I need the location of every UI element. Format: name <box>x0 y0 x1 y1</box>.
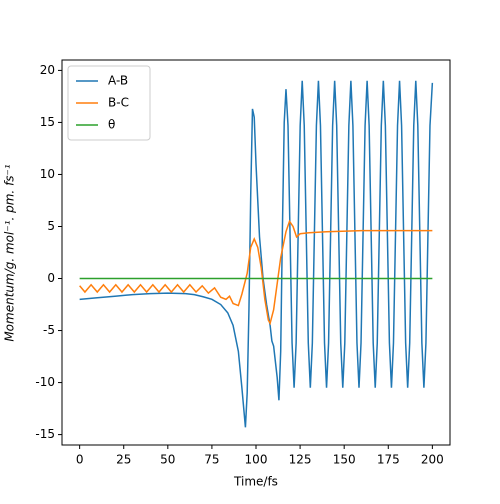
x-tick-label: 200 <box>421 453 444 467</box>
legend-box <box>67 65 151 141</box>
y-tick-label: -5 <box>43 323 55 337</box>
x-tick-label: 100 <box>245 453 268 467</box>
x-tick-label: 125 <box>289 453 312 467</box>
line-series <box>79 219 433 326</box>
plot-frame <box>61 59 451 446</box>
x-tick-label: 150 <box>333 453 356 467</box>
y-axis-label: Momentum/g. mol⁻¹. pm. fs⁻¹ <box>3 164 17 342</box>
x-tick-label: 0 <box>76 453 84 467</box>
x-axis-label: Time/fs <box>233 475 278 489</box>
y-tick-label: 20 <box>40 63 55 77</box>
legend-label: θ <box>108 118 115 132</box>
y-tick-label: 5 <box>47 219 55 233</box>
y-tick-label: -10 <box>35 375 55 389</box>
y-tick-label: -15 <box>35 427 55 441</box>
legend-label: A-B <box>108 74 128 88</box>
x-tick-label: 75 <box>204 453 219 467</box>
x-tick-label: 50 <box>160 453 175 467</box>
y-tick-label: 10 <box>40 167 55 181</box>
x-tick-label: 175 <box>377 453 400 467</box>
legend-label: B-C <box>108 96 129 110</box>
x-tick-label: 25 <box>116 453 131 467</box>
y-tick-label: 0 <box>47 271 55 285</box>
y-tick-label: 15 <box>40 115 55 129</box>
